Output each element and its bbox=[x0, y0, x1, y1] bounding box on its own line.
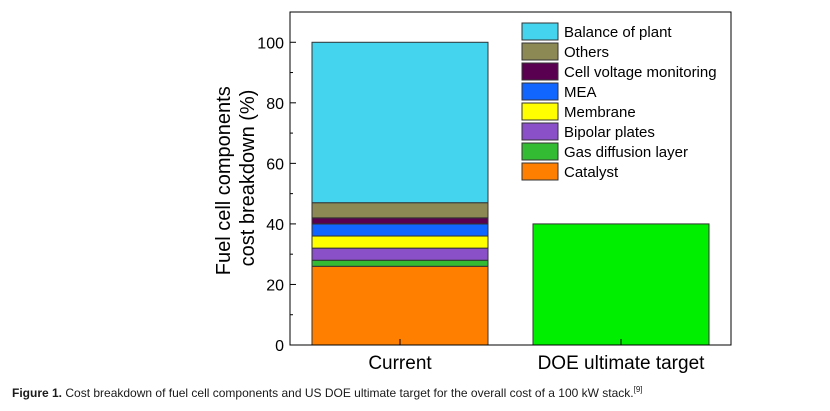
y-axis-title: Fuel cell components cost breakdown (%) bbox=[213, 81, 259, 276]
y-tick-label: 60 bbox=[266, 156, 284, 173]
legend-swatch bbox=[521, 162, 559, 181]
caption-reference: [9] bbox=[633, 385, 643, 394]
legend: Balance of plant Others Cell voltage monit… bbox=[521, 22, 717, 181]
y-axis-title-line-2: cost breakdown (%) bbox=[237, 90, 259, 267]
y-axis-title-line-1: Fuel cell components bbox=[213, 86, 235, 275]
y-axis: 0 20 40 60 80 100 bbox=[257, 35, 296, 355]
legend-label: Gas diffusion layer bbox=[564, 144, 688, 161]
bar-segment-bipolar-plates bbox=[311, 247, 489, 261]
bar-segment-balance-of-plant bbox=[311, 41, 489, 204]
legend-label: Membrane bbox=[564, 104, 636, 121]
bar-segment-mea bbox=[311, 223, 489, 237]
bar-segment-cell-voltage-monitoring bbox=[311, 217, 489, 225]
legend-label: Cell voltage monitoring bbox=[564, 64, 717, 81]
caption-text: Cost breakdown of fuel cell components a… bbox=[62, 386, 634, 400]
legend-swatch bbox=[521, 102, 559, 121]
legend-swatch bbox=[521, 122, 559, 141]
bar-segment-gas-diffusion-layer bbox=[311, 259, 489, 267]
plot-frame bbox=[289, 11, 732, 346]
legend-label: MEA bbox=[564, 84, 597, 101]
legend-label: Others bbox=[564, 44, 609, 61]
legend-swatch bbox=[521, 142, 559, 161]
x-category-label: DOE ultimate target bbox=[538, 353, 706, 374]
legend-swatch bbox=[521, 22, 559, 41]
bar-segment-others bbox=[311, 202, 489, 219]
y-tick-label: 80 bbox=[266, 96, 284, 113]
bar-doe-target bbox=[532, 223, 710, 346]
legend-label: Balance of plant bbox=[564, 24, 672, 41]
legend-swatch bbox=[521, 62, 559, 81]
y-tick-label: 100 bbox=[257, 35, 284, 52]
legend-swatch bbox=[521, 82, 559, 101]
x-category-label: Current bbox=[368, 353, 432, 374]
x-axis: Current DOE ultimate target bbox=[368, 339, 705, 374]
y-tick-label: 40 bbox=[266, 217, 284, 234]
legend-label: Catalyst bbox=[564, 164, 619, 181]
figure-caption: Figure 1. Cost breakdown of fuel cell co… bbox=[12, 385, 822, 400]
caption-figure-label: Figure 1. bbox=[12, 386, 63, 400]
bars-layer bbox=[311, 41, 710, 346]
y-tick-label: 20 bbox=[266, 277, 284, 294]
legend-swatch bbox=[521, 42, 559, 61]
bar-segment-catalyst bbox=[311, 265, 489, 346]
bar-segment-membrane bbox=[311, 235, 489, 249]
y-tick-label: 0 bbox=[275, 338, 284, 355]
legend-label: Bipolar plates bbox=[564, 124, 655, 141]
